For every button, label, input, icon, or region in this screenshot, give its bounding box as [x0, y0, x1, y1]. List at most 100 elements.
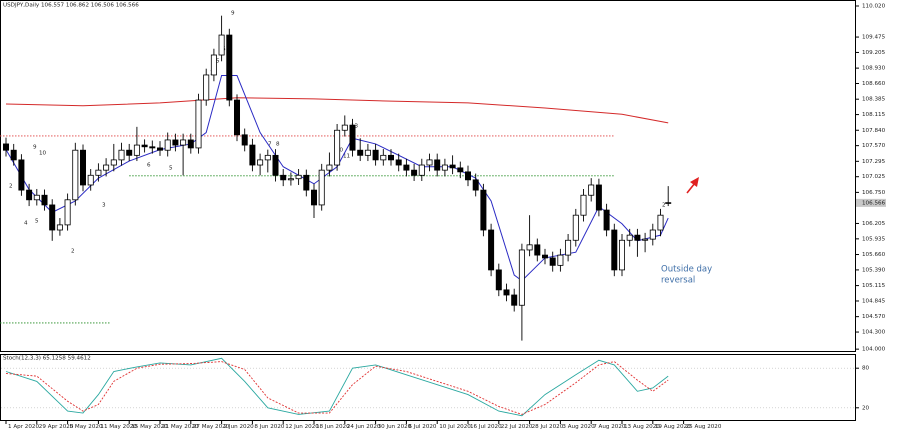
y-tick-label: 108.115 [862, 112, 886, 118]
candle-body [426, 159, 433, 166]
candle-body [364, 149, 371, 156]
current-price-label: 106.566 [862, 200, 886, 206]
candle-body [388, 154, 395, 161]
td-label: 5 [169, 166, 173, 172]
candle-body [334, 129, 341, 166]
candle-body [311, 189, 318, 206]
candle-body [618, 239, 625, 271]
candle-body [418, 164, 425, 176]
annotation: reversal [661, 276, 695, 286]
td-label: 11 [343, 154, 351, 160]
candle-body [172, 139, 179, 146]
candle-body [110, 159, 117, 166]
candle-body [518, 249, 525, 306]
candle-body [318, 169, 325, 206]
candle-body [10, 149, 17, 161]
candle-body [457, 167, 464, 173]
td-label: 2 [71, 249, 75, 255]
x-tick-label: 12 Jun 2020 [285, 424, 319, 430]
td-label: 2 [662, 203, 666, 209]
y-tick-label: 107.295 [862, 159, 886, 165]
x-tick-label: 18 Jun 2020 [316, 424, 350, 430]
arrow-shaft [686, 182, 696, 194]
candle-body [226, 34, 233, 101]
y-tick-label: 104.300 [862, 330, 886, 336]
x-tick-label: 13 Aug 2020 [624, 424, 660, 430]
candle-body [580, 194, 587, 216]
y-tick-label: 105.660 [862, 252, 886, 258]
candle-body [411, 169, 418, 176]
candle-body [642, 238, 649, 241]
candle-body [87, 174, 94, 186]
candle-body [611, 229, 618, 271]
ma-line [5, 75, 669, 282]
candle-body [287, 178, 294, 181]
stoch-line [5, 357, 669, 417]
x-tick-label: 27 May 2020 [193, 424, 230, 430]
y-tick-label: 110.020 [862, 3, 886, 9]
candle-body [542, 254, 549, 259]
x-tick-label: 25 Aug 2020 [686, 424, 722, 430]
x-tick-label: 22 Jul 2020 [501, 424, 533, 430]
td-label: 5 [35, 219, 39, 225]
y-tick-label: 109.205 [862, 50, 886, 56]
current-price-box [856, 198, 886, 207]
candle-body [64, 199, 71, 226]
td-label: 5 [216, 59, 220, 65]
candle-body [449, 164, 456, 169]
x-tick-label: 15 May 2020 [131, 424, 168, 430]
candle-body [18, 159, 25, 191]
candle-body [295, 174, 302, 180]
candle-body [118, 149, 125, 161]
candle-body [465, 171, 472, 181]
candle-body [441, 164, 448, 171]
td-label: 2 [9, 184, 13, 190]
y-tick-label: 106.205 [862, 221, 886, 227]
td-label: 4 [24, 221, 28, 227]
y-tick-label: 108.385 [862, 97, 886, 103]
td-label: 7 [268, 142, 272, 148]
candle-body [280, 174, 287, 181]
candle-body [56, 224, 63, 231]
candle-body [80, 149, 87, 186]
x-tick-label: 21 May 2020 [162, 424, 199, 430]
candle-body [241, 134, 248, 146]
candle-body [95, 169, 102, 176]
candle-body [495, 269, 502, 291]
candle-body [26, 189, 33, 201]
x-tick-label: 28 Jul 2020 [532, 424, 564, 430]
candle-body [203, 74, 210, 101]
candle-body [349, 124, 356, 151]
x-tick-label: 30 Jun 2020 [378, 424, 412, 430]
candle-body [210, 54, 217, 76]
candle-body [133, 144, 140, 156]
candle-body [3, 143, 10, 151]
td-label: 6 [147, 163, 151, 169]
stoch-panel [0, 354, 856, 421]
ma-line [5, 97, 669, 124]
candle-body [572, 214, 579, 241]
td-label: 3 [102, 203, 106, 209]
td-label: 10 [39, 151, 47, 157]
candle-body [534, 244, 541, 256]
candle-body [395, 159, 402, 166]
candle-body [526, 244, 533, 251]
y-tick-label: 107.570 [862, 143, 886, 149]
candle-body [626, 234, 633, 241]
td-label: 9 [231, 11, 235, 17]
candle-body [649, 229, 656, 240]
y-tick-label: 105.935 [862, 236, 886, 242]
x-tick-label: 3 Aug 2020 [562, 424, 595, 430]
chart-title: USDJPY,Daily 106.557 106.862 106.506 106… [3, 3, 139, 9]
candle-body [33, 194, 40, 201]
y-tick-label: 106.750 [862, 190, 886, 196]
x-tick-label: 24 Jun 2020 [347, 424, 381, 430]
x-tick-label: 6 Jul 2020 [408, 424, 437, 430]
candle-body [264, 154, 271, 161]
arrow-head [690, 177, 699, 187]
candle-body [234, 99, 241, 136]
candle-body [472, 179, 479, 191]
y-tick-label: 108.660 [862, 81, 886, 87]
y-tick-label: 107.840 [862, 128, 886, 134]
